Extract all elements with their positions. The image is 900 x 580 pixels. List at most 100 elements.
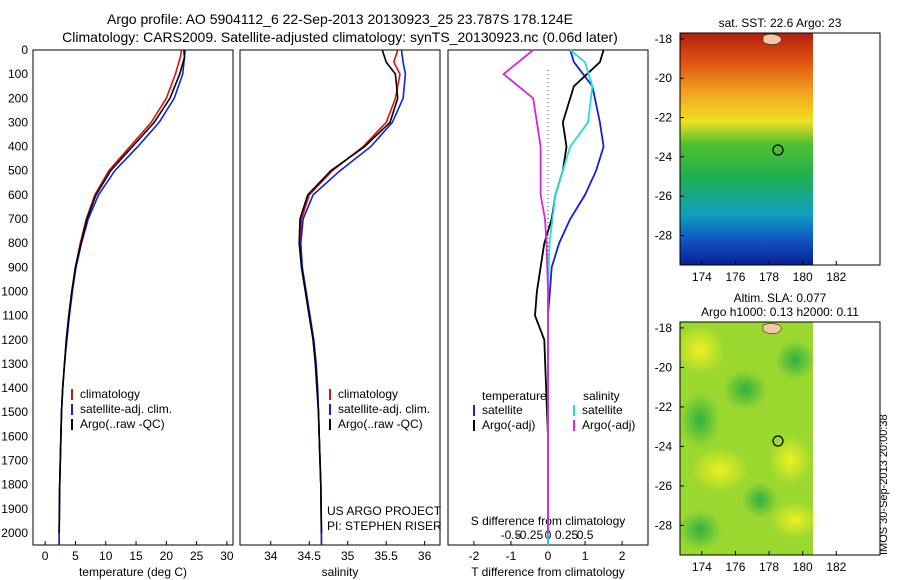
map-lon-tick-label: 176 (725, 270, 745, 284)
diff-series-line (502, 49, 549, 533)
x-tick-label: 0 (545, 549, 552, 563)
map-lat-tick-label: -22 (655, 400, 673, 414)
x-tick-label: 36 (418, 549, 432, 563)
x-tick-label: 35 (341, 549, 355, 563)
depth-tick-label: 100 (8, 67, 28, 81)
argo-location-marker (772, 435, 784, 447)
x-tick-label: -2 (469, 549, 480, 563)
plot-frame (32, 49, 234, 546)
x-axis-label: temperature (deg C) (79, 565, 187, 579)
legend-label: Argo(-adj) (482, 418, 535, 432)
legend-label: Argo(..raw -QC) (338, 417, 423, 431)
depth-tick-label: 1900 (1, 502, 28, 516)
figure-title-line-2: Climatology: CARS2009. Satellite-adjuste… (62, 29, 618, 45)
depth-tick-label: 1700 (1, 453, 28, 467)
legend-label: satellite-adj. clim. (338, 402, 430, 416)
legend-label: Argo(..raw -QC) (80, 417, 165, 431)
island-shape (762, 33, 782, 45)
profile-panel: -2 -1 0 1 2 T difference from climatology -0.5… (447, 49, 649, 579)
depth-tick-label: 800 (8, 236, 28, 250)
depth-tick-label: 1400 (1, 381, 28, 395)
legend-label: satellite (582, 403, 623, 417)
map-lon-tick-label: 180 (793, 270, 813, 284)
map-lat-tick-label: -18 (655, 32, 673, 46)
map-lat-tick-label: -22 (655, 111, 673, 125)
sst-field (680, 33, 813, 265)
x-tick-label: 30 (220, 549, 234, 563)
map-lon-tick-label: 174 (692, 270, 712, 284)
map-lon-tick-label: 176 (725, 560, 745, 574)
legend-label: satellite-adj. clim. (80, 402, 172, 416)
depth-tick-label: 500 (8, 164, 28, 178)
x-tick-label: 34.5 (298, 549, 322, 563)
depth-tick-label: 900 (8, 260, 28, 274)
x-axis-label: T difference from climatology (471, 565, 625, 579)
x-tick-label: 1 (582, 549, 589, 563)
depth-tick-label: 1100 (2, 309, 28, 323)
depth-tick-label: 1000 (1, 284, 28, 298)
sst-map-title: sat. SST: 22.6 Argo: 23 (718, 16, 842, 30)
legend-title-salinity: salinity (583, 389, 620, 403)
depth-tick-label: 1500 (1, 405, 28, 419)
sla-map (675, 321, 881, 556)
profile-panel: 0 5 10 15 20 25 30 temperature (deg C) climatolo… (32, 49, 234, 579)
credit-project: US ARGO PROJECT (327, 504, 442, 518)
x-tick-label: 2 (619, 549, 626, 563)
depth-tick-label: 400 (8, 140, 28, 154)
depth-tick-label: 0 (21, 43, 28, 57)
map-lon-tick-label: 178 (759, 270, 779, 284)
map-lon-tick-label: 182 (826, 560, 846, 574)
map-lat-tick-label: -28 (655, 518, 673, 532)
x-tick-label: 25 (190, 549, 204, 563)
map-lat-tick-label: -26 (655, 189, 673, 203)
map-lon-tick-label: 174 (692, 560, 712, 574)
depth-tick-label: 200 (8, 91, 28, 105)
x-tick-label: 20 (160, 549, 174, 563)
x-axis-label: salinity (322, 565, 359, 579)
x-tick-label: 5 (72, 549, 79, 563)
series-line-argo---raw--qc- (58, 49, 186, 533)
map-lon-tick-label: 182 (826, 270, 846, 284)
island-shape (762, 323, 782, 334)
x-tick-label: 34 (264, 549, 278, 563)
depth-tick-label: 1600 (1, 429, 28, 443)
legend-title-temperature: temperature (482, 389, 547, 403)
plot-frame (239, 49, 441, 546)
series-line-argo---raw--qc- (298, 49, 399, 533)
profile-panel: 34 34.5 35 35.5 36 salinity climatologysatelli… (239, 49, 441, 579)
sla-map-title-2: Argo h1000: 0.13 h2000: 0.11 (701, 305, 859, 319)
map-lon-tick-label: 180 (793, 560, 813, 574)
map-lat-tick-label: -20 (655, 360, 673, 374)
credit-pi: PI: STEPHEN RISER (327, 519, 442, 533)
salinity-diff-tick-label: 0.25 (555, 528, 579, 542)
map-lat-tick-label: -20 (655, 71, 673, 85)
legend-label: climatology (80, 387, 140, 401)
salinity-diff-tick-label: -0.25 (516, 528, 544, 542)
x-tick-label: 10 (99, 549, 113, 563)
x-tick-label: 35.5 (374, 549, 398, 563)
x-tick-label: -1 (506, 549, 517, 563)
x-tick-label: 0 (42, 549, 49, 563)
map-lat-tick-label: -24 (655, 439, 673, 453)
salinity-diff-tick-label: -0.5 (501, 528, 522, 542)
legend-label: Argo(-adj) (582, 418, 635, 432)
depth-tick-label: 2000 (1, 526, 28, 540)
map-lat-tick-label: -26 (655, 479, 673, 493)
legend-label: climatology (338, 387, 398, 401)
x-tick-label: 15 (129, 549, 143, 563)
depth-tick-label: 1300 (1, 357, 28, 371)
sst-map (679, 32, 881, 266)
depth-tick-label: 600 (8, 188, 28, 202)
depth-tick-label: 700 (8, 212, 28, 226)
map-lon-tick-label: 178 (759, 560, 779, 574)
figure-title-line-1: Argo profile: AO 5904112_6 22-Sep-2013 2… (106, 11, 573, 27)
map-lat-tick-label: -18 (655, 321, 673, 335)
salinity-diff-tick-label: 0.5 (577, 528, 594, 542)
depth-tick-label: 300 (8, 115, 28, 129)
sla-map-title-1: Altim. SLA: 0.077 (733, 291, 827, 305)
map-lat-tick-label: -28 (655, 229, 673, 243)
argo-location-marker (772, 144, 784, 156)
depth-tick-label: 1200 (1, 333, 28, 347)
depth-tick-label: 1800 (1, 478, 28, 492)
